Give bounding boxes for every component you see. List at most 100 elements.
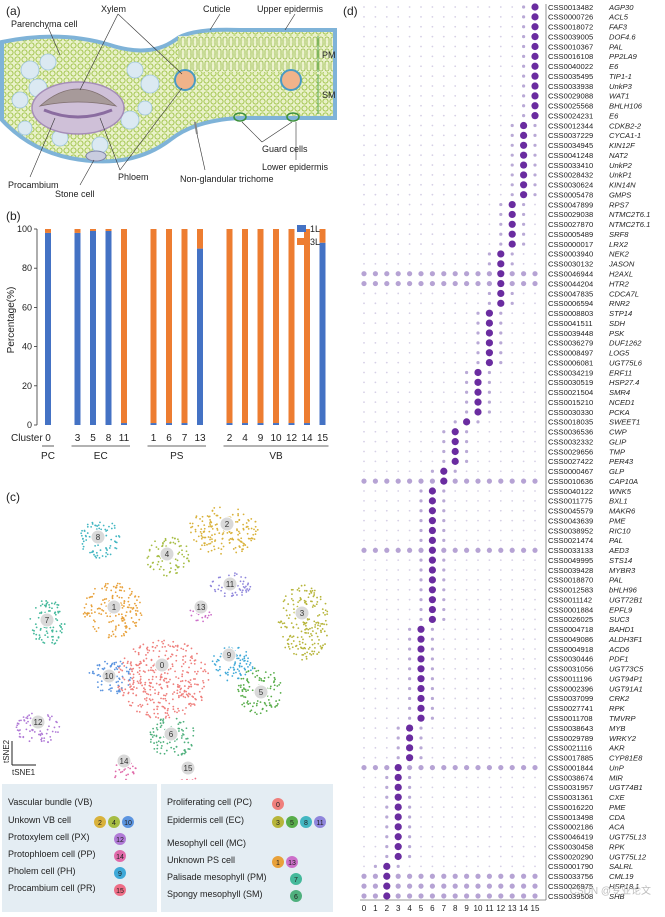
dot	[451, 428, 459, 436]
dot	[508, 210, 516, 219]
dot	[499, 35, 502, 38]
dot	[465, 332, 468, 334]
dot	[534, 233, 536, 236]
dot	[511, 401, 514, 404]
dot	[374, 262, 377, 265]
dot	[499, 232, 503, 236]
dot	[454, 25, 457, 28]
dot	[522, 292, 525, 295]
dot	[385, 835, 389, 839]
gene-row-CSS0012344	[363, 121, 537, 130]
gene-symbol: SMR4	[609, 388, 630, 397]
dot	[419, 558, 423, 562]
label-guard-cells: Guard cells	[262, 144, 308, 154]
dot	[428, 507, 436, 515]
dot	[509, 764, 515, 771]
dot	[511, 322, 514, 324]
dot	[374, 312, 377, 315]
dot	[499, 539, 502, 542]
dot	[511, 15, 514, 18]
dot	[499, 786, 502, 789]
y-tick-label: 80	[22, 263, 32, 273]
gene-label-CSS0000726: CSS0000726	[548, 13, 593, 22]
gene-symbol: MAKR6	[609, 507, 636, 516]
dot	[465, 223, 468, 226]
dot	[521, 883, 527, 889]
dot	[442, 341, 445, 344]
dot	[534, 648, 536, 650]
dot	[522, 64, 526, 68]
dot	[488, 539, 491, 542]
dot	[534, 262, 536, 265]
dot	[511, 835, 514, 838]
dot	[374, 124, 377, 127]
dot	[499, 588, 502, 591]
dot	[488, 203, 491, 206]
gene-row-CSS0025568	[363, 102, 539, 110]
x-tick-label: 13	[194, 433, 206, 444]
gene-row-CSS0021504	[363, 388, 536, 396]
dot	[397, 233, 400, 236]
dot	[499, 420, 502, 423]
gene-symbol: GLIP	[609, 437, 627, 446]
gene-symbol: GLP	[609, 467, 625, 476]
dot	[442, 816, 445, 818]
dot	[419, 499, 423, 503]
gene-label-CSS0001844: CSS0001844	[548, 763, 593, 772]
dot	[408, 104, 411, 107]
dot	[534, 746, 536, 749]
gene-row-CSS0027422	[363, 457, 536, 465]
dot	[363, 361, 365, 364]
dot	[442, 519, 446, 523]
dot	[408, 134, 411, 137]
dot	[464, 280, 470, 287]
cluster-tick-6: 6	[430, 904, 435, 913]
dot	[408, 430, 411, 433]
dot	[385, 312, 388, 315]
gene-symbol: ACD6	[608, 645, 630, 654]
gene-symbol: BAHD1	[609, 625, 634, 634]
dot	[431, 65, 434, 68]
dot	[442, 727, 445, 729]
dot	[363, 6, 365, 8]
dot	[511, 756, 514, 759]
gene-label-CSS0037099: CSS0037099	[548, 694, 593, 703]
dot	[488, 420, 491, 423]
gene-row-CSS0037099	[363, 694, 536, 703]
cluster-groups: PC EC PS VB	[41, 445, 329, 462]
dot	[499, 865, 502, 868]
dot	[397, 15, 400, 18]
dot	[522, 746, 525, 749]
legend-badge-1	[272, 856, 284, 868]
dot	[499, 816, 502, 818]
dot	[511, 638, 514, 641]
dot	[441, 280, 447, 287]
dot	[477, 618, 479, 621]
dot	[420, 322, 422, 324]
dot	[465, 648, 468, 650]
dot	[374, 460, 377, 463]
dot	[477, 697, 479, 700]
dot	[476, 351, 480, 355]
dot	[363, 450, 365, 453]
cluster-badge-5	[253, 684, 269, 700]
dot	[385, 579, 388, 581]
dot	[385, 588, 388, 591]
dot	[534, 440, 536, 443]
dot	[464, 883, 470, 889]
dot	[477, 253, 479, 255]
dot	[511, 25, 514, 28]
dot	[465, 380, 469, 384]
dot	[419, 578, 423, 582]
dot	[534, 677, 536, 680]
dot	[499, 677, 502, 680]
dot	[486, 893, 492, 899]
dot	[430, 677, 434, 681]
gene-symbol: ACA	[608, 823, 625, 832]
gene-label-CSS0005489: CSS0005489	[548, 230, 593, 239]
dot	[454, 6, 457, 8]
dot	[431, 737, 434, 739]
dot	[522, 835, 525, 838]
dot	[363, 332, 365, 334]
dot	[442, 776, 445, 779]
